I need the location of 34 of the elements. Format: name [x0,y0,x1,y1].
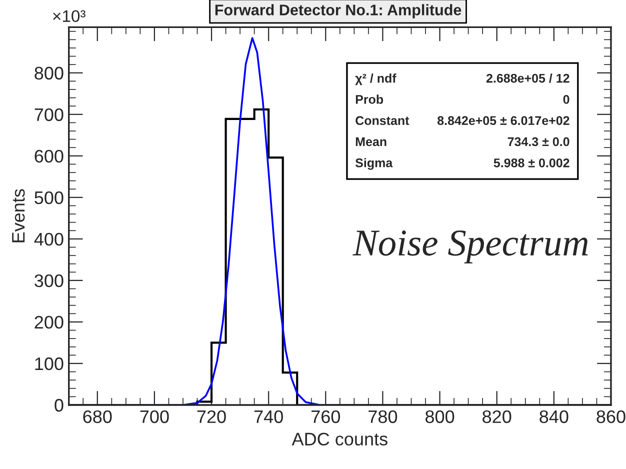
x-tick-label: 680 [83,410,112,424]
annotation: Constant [356,116,410,125]
x-tick-label: 720 [197,410,226,424]
x-tick-label: 800 [426,410,454,424]
x-tick-label: 860 [596,410,626,424]
annotation: Prob [356,94,384,104]
y-tick-label: 500 [34,191,64,204]
y-tick-label: 600 [34,150,64,163]
y-tick-label: 700 [34,108,64,122]
y-axis-title: Events [12,189,25,242]
x-tick-label: 840 [540,410,568,424]
annotation: 5.988 ± 0.002 [494,158,570,168]
x-tick-label: 740 [254,410,283,424]
annotation: Mean [356,137,386,146]
annotation: χ² / ndf [355,74,396,86]
annotation: 8.842e+05 ± 6.017e+02 [438,116,570,125]
x-tick-label: 760 [312,410,340,424]
y-tick-label: 200 [34,316,64,329]
y-tick-label: 800 [34,66,64,80]
y-tick-label: 0 [54,398,64,412]
chart-title: Forward Detector No.1: Amplitude [215,4,462,18]
text: ×10³ [53,10,86,22]
annotation: 734.3 ± 0.0 [508,137,570,146]
annotation: 0 [563,94,570,104]
x-tick-label: 780 [368,410,398,424]
y-tick-label: 100 [35,357,64,370]
annotation: 2.688e+05 / 12 [486,74,570,83]
annotation: Sigma [355,158,393,170]
y-tick-label: 400 [34,232,64,246]
annotation: Noise Spectrum [352,230,588,264]
x-tick-label: 700 [140,410,169,424]
x-tick-label: 820 [482,410,512,424]
x-axis-title: ADC counts [292,432,388,446]
y-tick-label: 300 [34,274,64,288]
